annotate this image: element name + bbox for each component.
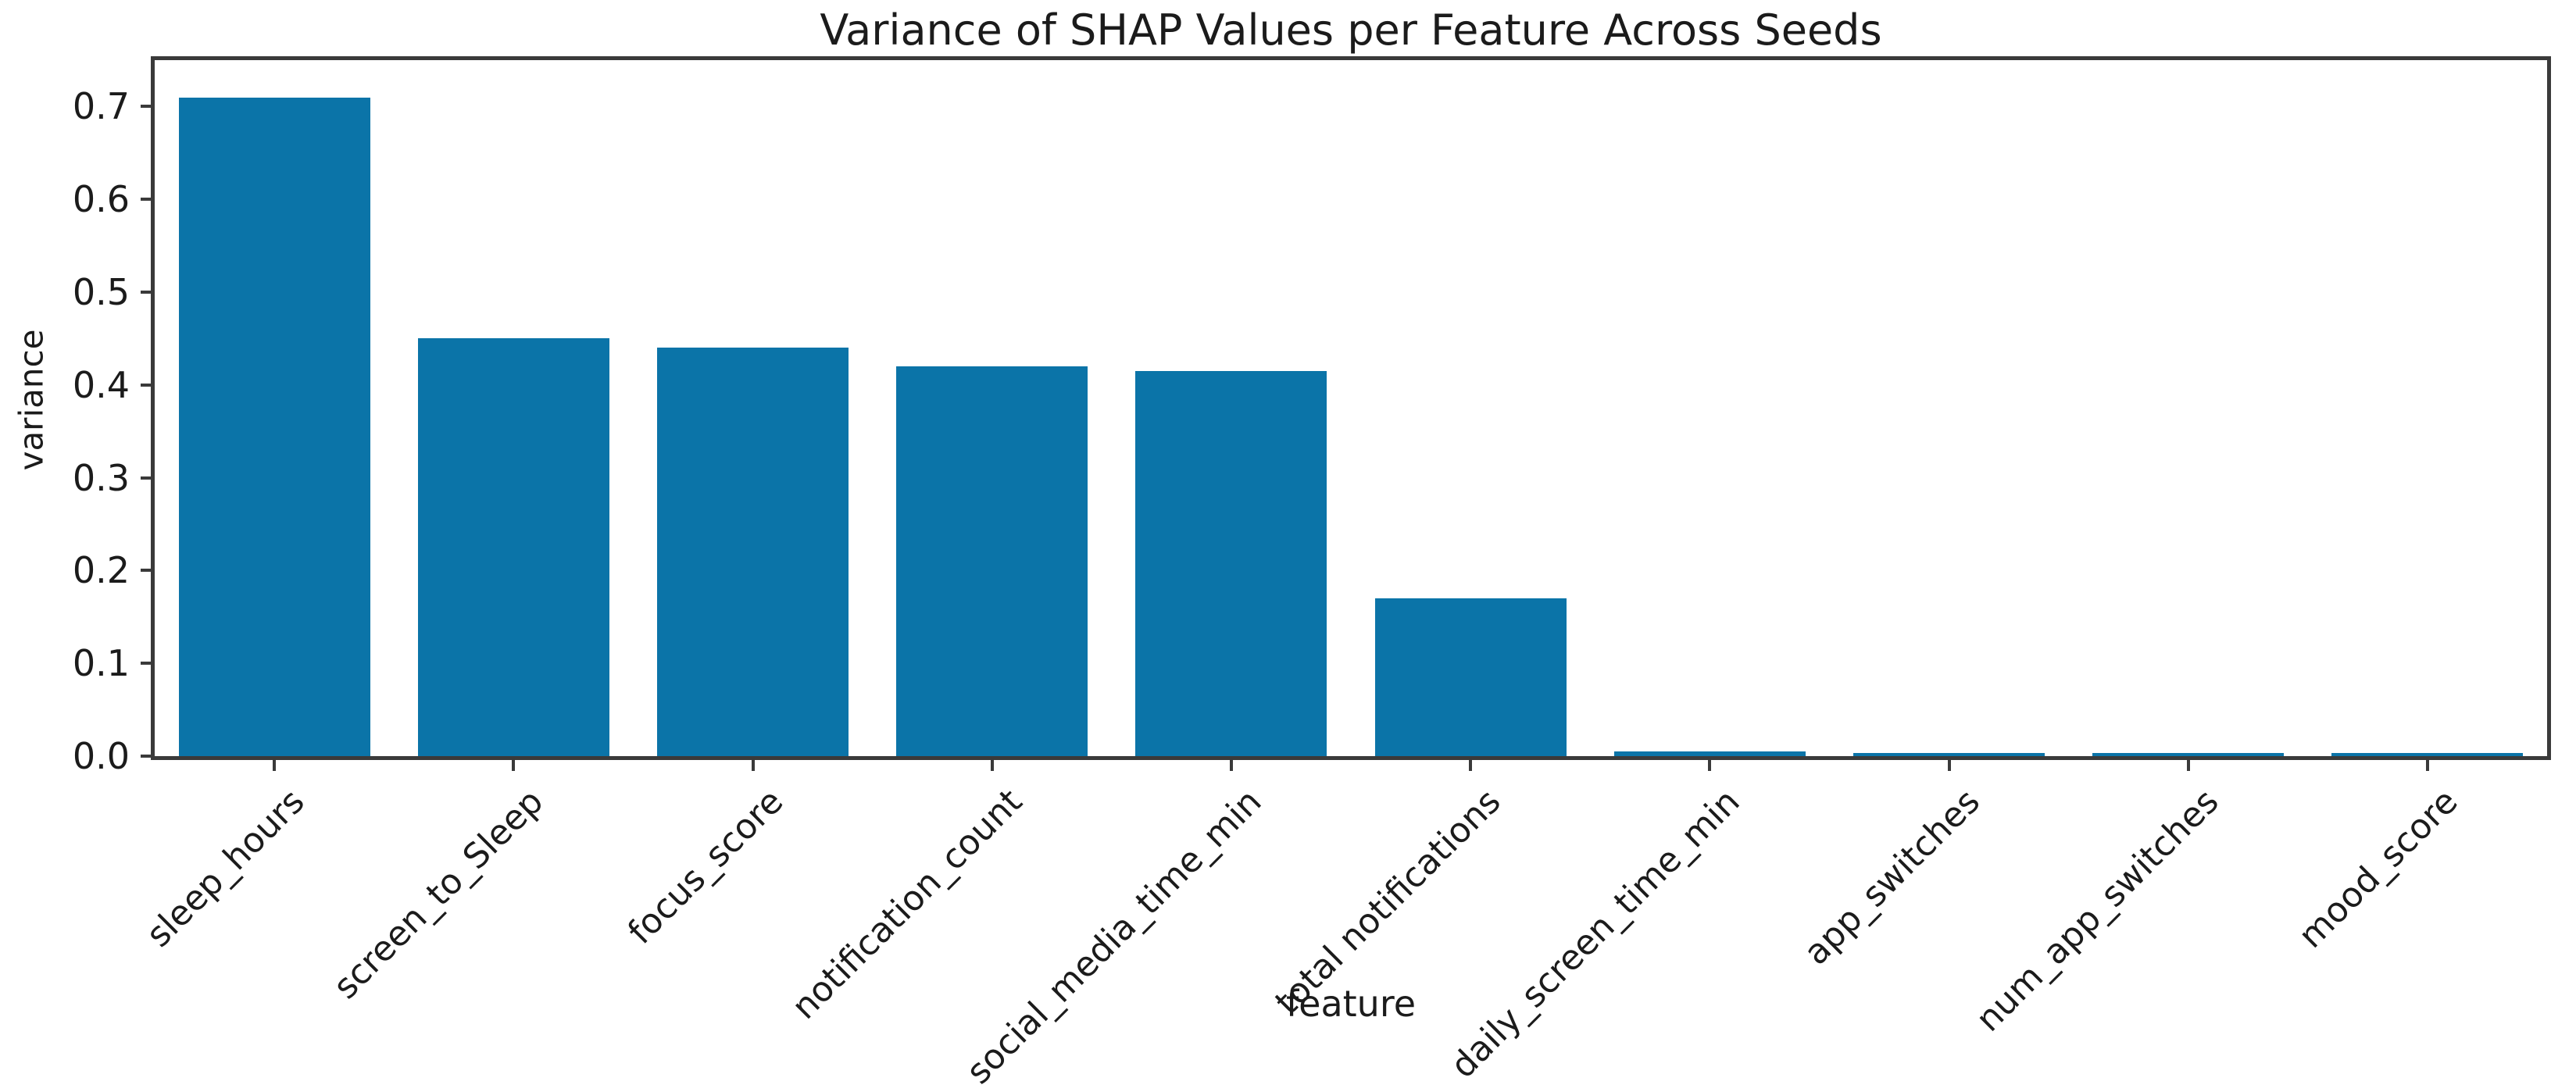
bar-num_app_switches (2092, 753, 2284, 756)
x-tick-label: focus_score (620, 781, 791, 952)
bar-social_media_time_min (1135, 371, 1327, 756)
bar-focus_score (657, 348, 849, 756)
bar-screen_to_Sleep (418, 338, 609, 756)
x-axis-label: feature (1285, 983, 1417, 1025)
x-tick-mark (1230, 758, 1233, 771)
plot-area (151, 56, 2551, 760)
y-tick-label: 0.7 (72, 85, 130, 127)
y-tick-mark (141, 384, 153, 387)
y-tick-mark (141, 291, 153, 294)
bar-notification_count (896, 366, 1088, 756)
chart-title: Variance of SHAP Values per Feature Acro… (820, 5, 1882, 55)
bar-mood_score (2331, 753, 2523, 756)
bar-daily_screen_time_min (1614, 751, 1806, 756)
x-tick-mark (512, 758, 515, 771)
x-tick-mark (2426, 758, 2429, 771)
y-tick-label: 0.3 (72, 457, 130, 499)
x-tick-mark (1708, 758, 1711, 771)
y-tick-label: 0.1 (72, 642, 130, 684)
x-tick-label: screen_to_Sleep (326, 781, 552, 1007)
y-tick-label: 0.4 (72, 364, 130, 406)
y-tick-mark (141, 198, 153, 201)
x-tick-label: sleep_hours (138, 781, 313, 955)
y-tick-mark (141, 662, 153, 665)
x-tick-mark (2187, 758, 2190, 771)
bar-total notifications (1375, 598, 1567, 756)
x-tick-mark (1948, 758, 1951, 771)
y-tick-mark (141, 105, 153, 108)
x-tick-mark (1469, 758, 1472, 771)
y-tick-mark (141, 755, 153, 758)
y-tick-label: 0.6 (72, 178, 130, 220)
y-tick-mark (141, 569, 153, 572)
y-tick-label: 0.0 (72, 735, 130, 777)
x-tick-label: mood_score (2291, 781, 2466, 956)
y-tick-mark (141, 476, 153, 480)
bar-app_switches (1853, 753, 2045, 756)
bar-sleep_hours (179, 98, 370, 756)
x-tick-mark (752, 758, 755, 771)
x-tick-mark (273, 758, 276, 771)
x-tick-label: app_switches (1795, 781, 1988, 973)
y-tick-label: 0.5 (72, 271, 130, 313)
shap-variance-bar-chart: Variance of SHAP Values per Feature Acro… (12, 5, 2551, 1092)
x-tick-mark (991, 758, 994, 771)
y-tick-label: 0.2 (72, 549, 130, 591)
